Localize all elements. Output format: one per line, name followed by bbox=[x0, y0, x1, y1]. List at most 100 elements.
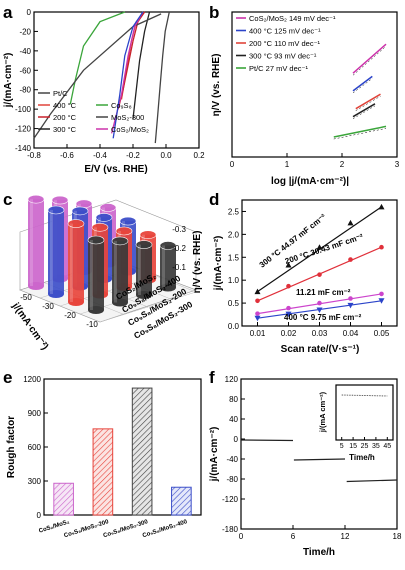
panel-f-inset-x-label: Time/h bbox=[349, 453, 375, 462]
panel-e-letter: e bbox=[3, 368, 12, 387]
panel-c-bar bbox=[136, 244, 152, 295]
panel-e-category-label: Co₉S₈/MoS₂-400 bbox=[142, 519, 189, 539]
panel-c-bar-highlight bbox=[90, 240, 93, 310]
panel-f-series-line bbox=[240, 439, 294, 442]
panel-c-y-tick-label: -10 bbox=[86, 320, 98, 329]
panel-d-point bbox=[378, 298, 385, 304]
panel-b-x-tick-label: 1 bbox=[285, 160, 290, 169]
panel-d-y-label: j/(mA·cm⁻²) bbox=[213, 236, 224, 292]
panel-d-x-tick-label: 0.03 bbox=[312, 329, 328, 338]
panel-a-series-line bbox=[33, 13, 162, 139]
panel-d-annotation: 11.21 mF cm⁻² bbox=[296, 288, 351, 297]
panel-d-series bbox=[254, 203, 385, 322]
panel-f-y-tick-label: 120 bbox=[225, 375, 239, 384]
panel-f-inset-x-tick-label: 25 bbox=[361, 443, 369, 450]
panel-e-bar bbox=[171, 486, 192, 516]
panel-c-bar-top bbox=[87, 235, 105, 245]
panel-e-y-tick-label: 600 bbox=[28, 443, 42, 452]
panel-c-z-tick-label: -0.1 bbox=[172, 263, 186, 272]
panel-a-legend-label: MoS₂-300 bbox=[111, 113, 144, 122]
panel-d-point bbox=[255, 298, 260, 304]
panel-b-legend: CoS₂/MoS₂ 149 mV dec⁻¹ 400 °C 125 mV dec⁻… bbox=[236, 14, 336, 73]
panel-f-series bbox=[240, 439, 398, 483]
panel-d-x-tick-label: 0.01 bbox=[250, 329, 266, 338]
panel-c-bar-top bbox=[135, 240, 153, 249]
panel-b: 0 1 2 3 CoS₂/MoS₂ 149 mV dec⁻¹ 400 °C 125 mV… bbox=[211, 11, 400, 187]
panel-a-legend: Pt/C 400 °C 200 °C 300 °C Co₉S₈ MoS₂-300 CoS₂/… bbox=[38, 89, 149, 134]
panel-c-y-tick-label: -50 bbox=[20, 293, 32, 302]
panel-c-z-ticks: -0.1 -0.2 -0.3 bbox=[172, 225, 186, 272]
panel-d-point bbox=[347, 302, 354, 309]
panel-e-bar bbox=[131, 387, 153, 516]
panel-c-grid-line bbox=[99, 291, 197, 323]
panel-c-y-tick-label: -20 bbox=[64, 311, 76, 320]
panel-d-x-tick-label: 0.02 bbox=[281, 329, 297, 338]
panel-c-bar bbox=[48, 210, 64, 294]
panel-b-fit-line bbox=[352, 105, 376, 119]
panel-d-point bbox=[316, 244, 323, 250]
panel-b-series-line bbox=[352, 75, 373, 92]
panel-f-x-ticks: 0 6 12 18 bbox=[239, 525, 402, 541]
panel-c-bar-base bbox=[28, 282, 44, 290]
panel-a-x-tick-label: 0.0 bbox=[160, 151, 172, 160]
panel-b-fit-line bbox=[352, 78, 373, 94]
panel-c-bar-highlight bbox=[114, 240, 117, 303]
panel-f-series-line bbox=[346, 479, 398, 483]
panel-f-inset: 5 15 25 35 45 Time/h j/(mA cm⁻²) bbox=[318, 384, 394, 462]
panel-b-letter: b bbox=[209, 3, 219, 22]
panel-f-x-tick-label: 18 bbox=[393, 532, 402, 541]
panel-c-bar-top bbox=[139, 230, 157, 239]
panel-a-series-line bbox=[112, 11, 144, 139]
panel-d-point bbox=[348, 257, 353, 262]
panel-c-bar-top bbox=[99, 203, 117, 212]
panel-e: 0 300 600 900 1200 CoS₂/MoS₂Co₉S₈/MoS₂-200Co… bbox=[6, 375, 202, 539]
panel-a-legend-label: 300 °C bbox=[53, 125, 77, 134]
panel-b-x-tick-label: 3 bbox=[395, 160, 400, 169]
panel-a-y-label: j/(mA·cm⁻²) bbox=[3, 53, 14, 109]
panel-a-frame bbox=[33, 11, 200, 149]
panel-c-z-label: η/V (vs. RHE) bbox=[192, 231, 203, 294]
panel-a-x-tick-label: 0.2 bbox=[193, 151, 205, 160]
panel-a-x-ticks: -0.8 -0.6 -0.4 -0.2 0.0 0.2 bbox=[27, 144, 205, 160]
panel-c-bar bbox=[28, 199, 44, 286]
panel-c-bar-top bbox=[47, 205, 65, 215]
panel-f-inset-x-tick-label: 35 bbox=[372, 443, 380, 450]
panel-a-x-label: E/V (vs. RHE) bbox=[84, 164, 147, 175]
panel-b-fit-line bbox=[352, 46, 387, 76]
panel-a: -0.8 -0.6 -0.4 -0.2 0.0 0.2 0 -20 -40 -60 -80 -100… bbox=[3, 8, 205, 175]
panel-d-y-tick-label: 1.0 bbox=[228, 276, 240, 285]
panel-c-z-tick-label: -0.3 bbox=[172, 225, 186, 234]
panel-d-point bbox=[379, 244, 384, 250]
panel-c-bar-highlight bbox=[162, 245, 165, 288]
panel-b-legend-label: Pt/C 27 mV dec⁻¹ bbox=[249, 64, 308, 73]
panel-d-y-tick-label: 1.5 bbox=[228, 253, 240, 262]
panel-a-legend-label: Co₉S₈ bbox=[111, 101, 132, 110]
panel-d-point bbox=[316, 307, 323, 313]
panel-f-y-ticks: 120 80 40 0 -40 -80 -120 -180 bbox=[222, 375, 245, 534]
panel-b-series-line bbox=[352, 43, 387, 74]
panel-f-y-tick-label: -180 bbox=[222, 525, 239, 534]
panel-d-point bbox=[285, 262, 292, 268]
panel-c-z-tick-label: -0.2 bbox=[172, 244, 186, 253]
panel-a-legend-label: 200 °C bbox=[53, 113, 77, 122]
panel-a-y-tick-label: -20 bbox=[19, 27, 31, 36]
panel-c-bar-base bbox=[136, 291, 152, 299]
panel-c-bar-top bbox=[119, 216, 137, 226]
panel-f-series-line bbox=[293, 458, 346, 461]
panel-a-y-tick-label: -40 bbox=[19, 47, 31, 56]
panel-c-bar-top bbox=[51, 195, 69, 205]
panel-a-y-tick-label: -60 bbox=[19, 66, 31, 75]
panel-c-bar-highlight bbox=[30, 199, 33, 286]
panel-b-series bbox=[333, 43, 387, 140]
panel-e-bar bbox=[53, 482, 74, 516]
panel-b-fit-line bbox=[355, 95, 381, 111]
panel-f-x-tick-label: 6 bbox=[291, 532, 296, 541]
panel-e-y-tick-label: 1200 bbox=[23, 375, 41, 384]
panel-c-y-ticks: -50 -30 -20 -10 bbox=[20, 293, 98, 329]
panel-f-x-tick-label: 0 bbox=[239, 532, 244, 541]
panel-c-bar-base bbox=[48, 290, 64, 298]
panel-c-bar-top bbox=[91, 223, 109, 232]
panel-c-bar-base bbox=[68, 298, 84, 306]
panel-f-inset-frame bbox=[335, 384, 394, 441]
panel-b-legend-label: 300 °C 93 mV dec⁻¹ bbox=[249, 52, 317, 61]
